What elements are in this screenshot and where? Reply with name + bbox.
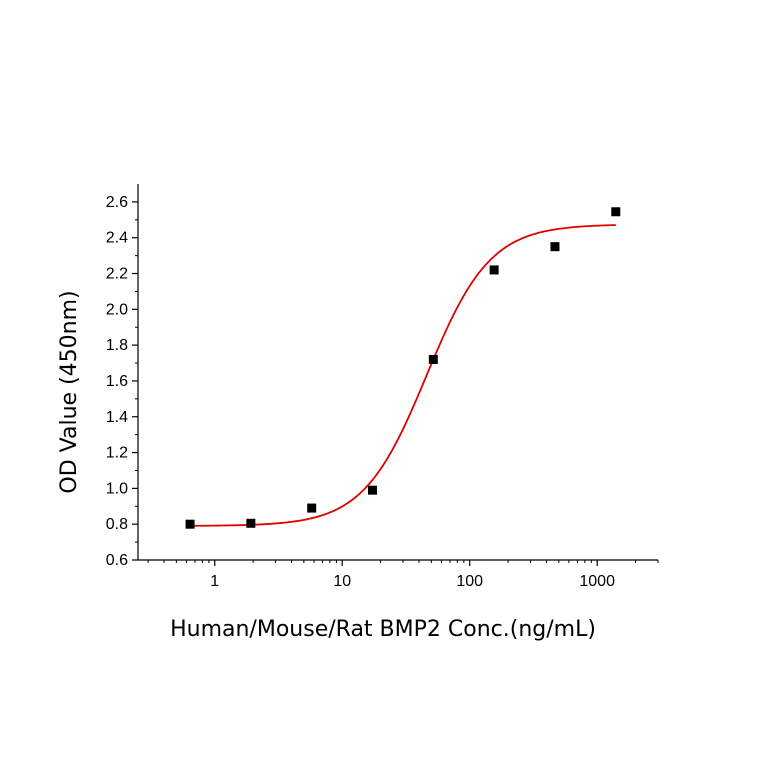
data-point xyxy=(246,518,256,528)
data-point xyxy=(307,503,317,513)
y-tick-label: 1.2 xyxy=(106,445,128,462)
y-axis-title: OD Value (450nm) xyxy=(57,290,82,493)
y-tick-label: 2.2 xyxy=(106,266,128,283)
data-point xyxy=(550,242,560,252)
data-point xyxy=(185,519,195,529)
y-tick-label: 2.6 xyxy=(106,194,128,211)
y-tick-label: 2.4 xyxy=(106,230,128,247)
fit-curve xyxy=(190,224,616,527)
y-tick-label: 2.0 xyxy=(106,301,128,318)
data-point xyxy=(611,207,621,217)
x-tick-label: 1000 xyxy=(579,573,615,590)
y-tick-label: 1.6 xyxy=(106,373,128,390)
y-tick-label: 1.8 xyxy=(106,337,128,354)
y-tick-label: 0.6 xyxy=(106,552,128,569)
y-tick-label: 1.0 xyxy=(106,480,128,497)
plot-area: 0.6 0.8 1.0 1.2 1.4 1.6 1.8 2.0 2.2 2.4 2.6 1 10 100 1… xyxy=(106,184,659,590)
y-tick-label: 0.8 xyxy=(106,516,128,533)
data-point xyxy=(428,354,438,364)
y-tick-label: 1.4 xyxy=(106,409,128,426)
data-point xyxy=(368,485,378,495)
x-tick-label: 1 xyxy=(210,573,219,590)
x-tick-label: 100 xyxy=(456,573,483,590)
x-tick-label: 10 xyxy=(333,573,351,590)
x-axis-title: Human/Mouse/Rat BMP2 Conc.(ng/mL) xyxy=(170,617,596,642)
data-point xyxy=(489,265,499,275)
